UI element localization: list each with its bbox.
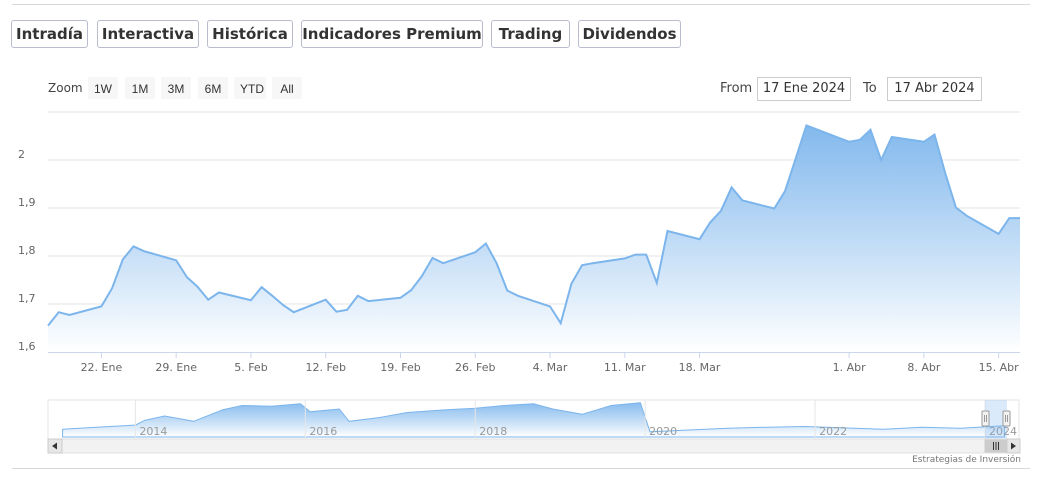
price-line (47, 124, 1020, 327)
scroll-right-arrow-icon (1011, 442, 1016, 450)
navigator[interactable]: 2014 2016 2018 2020 2022 2024 (47, 399, 1020, 440)
bottom-divider (12, 468, 1030, 469)
y-tick-label: 1,8 (18, 244, 36, 257)
x-tick-label: 1. Abr (833, 361, 866, 374)
top-divider (12, 4, 1030, 5)
x-tick-label: 26. Feb (455, 361, 495, 374)
tab-dividendos[interactable]: Dividendos (578, 20, 681, 48)
x-axis: 22. Ene 29. Ene 5. Feb 12. Feb 19. Feb 26. Fe… (48, 352, 1020, 374)
zoom-3m-button[interactable]: 3M (161, 77, 191, 99)
navigator-left-handle[interactable] (981, 410, 990, 427)
y-tick-label: 1,6 (18, 340, 36, 353)
y-tick-label: 1,9 (18, 196, 36, 209)
scrollbar-grip-icon (993, 442, 999, 450)
zoom-label: Zoom (48, 81, 83, 95)
to-date-input[interactable]: 17 Abr 2024 (887, 77, 982, 101)
navigator-selected-range[interactable] (985, 400, 1007, 439)
x-tick-label: 15. Abr (979, 361, 1019, 374)
navigator-right-handle[interactable] (1002, 410, 1011, 427)
x-tick-label: 5. Feb (234, 361, 267, 374)
x-tick-label: 29. Ene (155, 361, 197, 374)
zoom-ytd-button[interactable]: YTD (234, 77, 266, 99)
x-tick-label: 8. Abr (907, 361, 940, 374)
navigator-year-label: 2024 (989, 425, 1017, 438)
x-tick-label: 12. Feb (305, 361, 345, 374)
navigator-x-axis: 2014 2016 2018 2020 2022 2024 (134, 400, 1017, 439)
tab-intradia[interactable]: Intradía (11, 20, 88, 48)
navigator-year-label: 2018 (479, 425, 507, 438)
x-tick-label: 4. Mar (533, 361, 568, 374)
to-label: To (863, 81, 877, 96)
x-tick-label: 18. Mar (679, 361, 721, 374)
zoom-1w-button[interactable]: 1W (88, 77, 118, 99)
navigator-year-label: 2014 (139, 425, 167, 438)
x-tick-label: 22. Ene (81, 361, 123, 374)
scrollbar[interactable] (47, 438, 1021, 454)
y-tick-label: 2 (18, 148, 25, 161)
zoom-1m-button[interactable]: 1M (125, 77, 155, 99)
navigator-year-label: 2020 (649, 425, 677, 438)
chart-credit: Estrategias de Inversión (912, 455, 1021, 465)
from-date-input[interactable]: 17 Ene 2024 (757, 77, 851, 101)
tab-historica[interactable]: Histórica (207, 20, 293, 48)
navigator-area (62, 402, 1005, 438)
zoom-all-button[interactable]: All (272, 77, 302, 99)
x-tick-label: 11. Mar (604, 361, 646, 374)
y-axis-labels: 1,6 1,7 1,8 1,9 2 (18, 148, 36, 353)
price-area (48, 125, 1020, 353)
tab-trading[interactable]: Trading (491, 20, 570, 48)
scroll-left-arrow-icon (52, 442, 57, 450)
zoom-6m-button[interactable]: 6M (198, 77, 228, 99)
scrollbar-track[interactable] (47, 438, 1021, 454)
y-tick-label: 1,7 (18, 292, 36, 305)
tab-interactiva[interactable]: Interactiva (97, 20, 199, 48)
from-label: From (720, 81, 753, 96)
x-tick-label: 19. Feb (380, 361, 420, 374)
tab-indicadores-premium[interactable]: Indicadores Premium (301, 20, 483, 48)
navigator-year-label: 2022 (819, 425, 847, 438)
navigator-year-label: 2016 (309, 425, 337, 438)
